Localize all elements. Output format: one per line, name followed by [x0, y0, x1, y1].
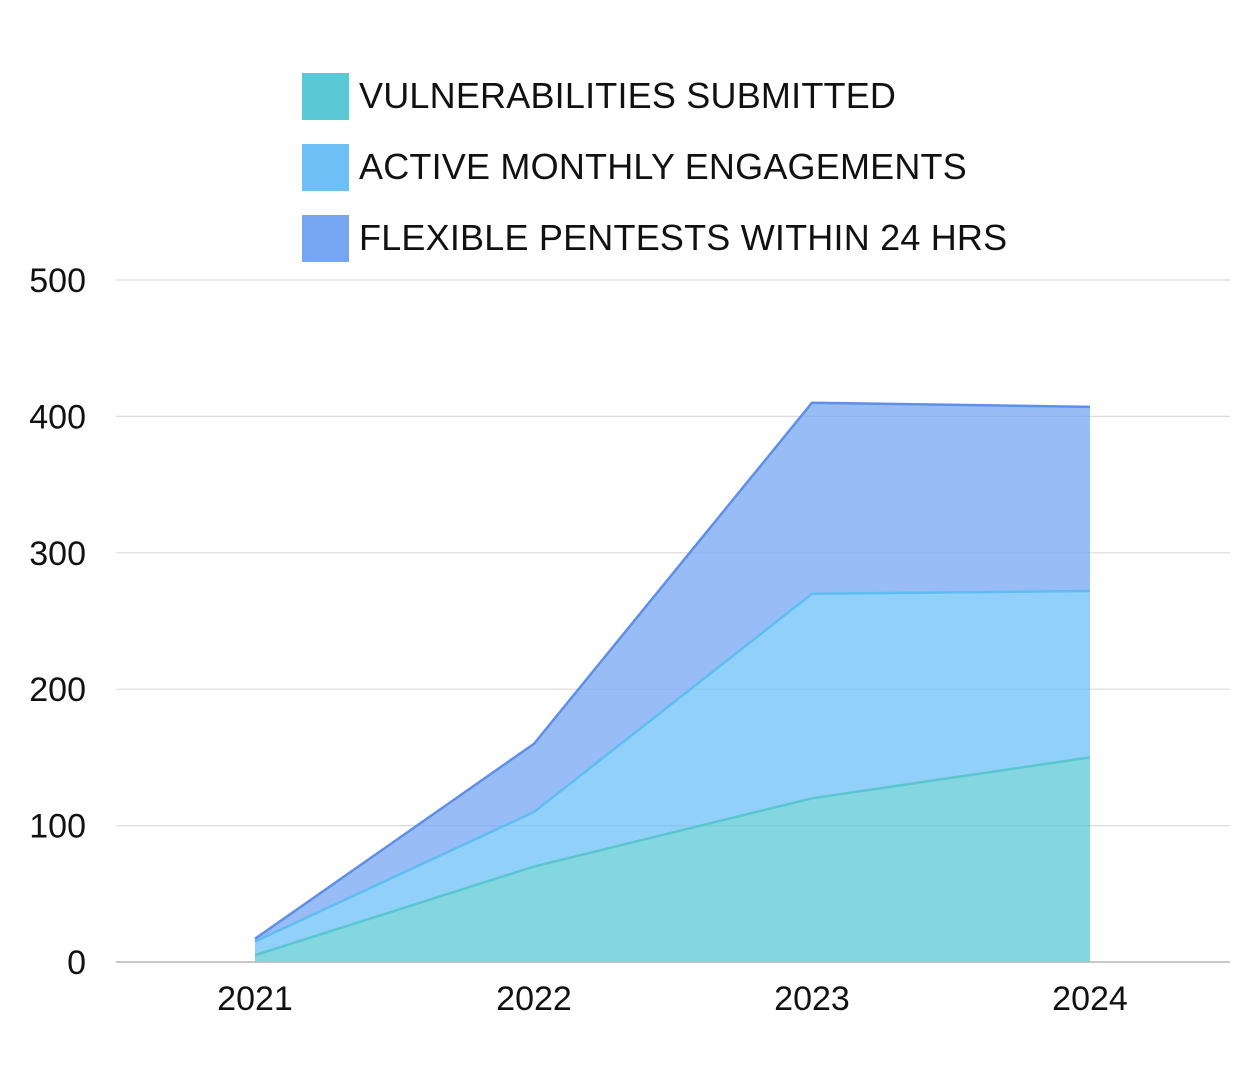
legend-label: ACTIVE MONTHLY ENGAGEMENTS	[359, 146, 967, 187]
legend-label: VULNERABILITIES SUBMITTED	[359, 75, 897, 116]
y-tick-label: 100	[29, 808, 86, 846]
series-areas	[255, 402, 1090, 962]
series-line-2	[254, 401, 1091, 940]
series-line-1	[254, 589, 1091, 943]
area-series-2	[255, 402, 1090, 942]
legend-swatch	[302, 143, 349, 191]
y-tick-label: 300	[29, 535, 86, 573]
y-tick-label: 200	[29, 671, 86, 709]
legend-item-vulnerabilities: VULNERABILITIES SUBMITTED	[302, 72, 1007, 120]
y-tick-label: 500	[29, 262, 86, 300]
legend-swatch	[302, 214, 349, 262]
legend: VULNERABILITIES SUBMITTED ACTIVE MONTHLY…	[302, 72, 1007, 285]
area-series-0	[255, 757, 1090, 962]
legend-item-engagements: ACTIVE MONTHLY ENGAGEMENTS	[302, 143, 1007, 191]
legend-label: FLEXIBLE PENTESTS WITHIN 24 HRS	[359, 217, 1008, 258]
legend-swatch	[302, 72, 349, 120]
series-lines	[254, 401, 1091, 957]
y-tick-labels: 0 100 200 300 400 500	[29, 262, 86, 982]
x-tick-label: 2021	[217, 980, 293, 1018]
y-tick-label: 400	[29, 398, 86, 436]
x-tick-label: 2024	[1052, 980, 1128, 1018]
series-line-0	[254, 756, 1091, 957]
legend-item-pentests: FLEXIBLE PENTESTS WITHIN 24 HRS	[302, 214, 1007, 262]
x-tick-label: 2023	[774, 980, 850, 1018]
y-tick-label: 0	[67, 944, 86, 982]
x-tick-label: 2022	[496, 980, 572, 1018]
x-tick-labels: 2021 2022 2023 2024	[217, 980, 1128, 1018]
area-series-1	[255, 590, 1090, 956]
